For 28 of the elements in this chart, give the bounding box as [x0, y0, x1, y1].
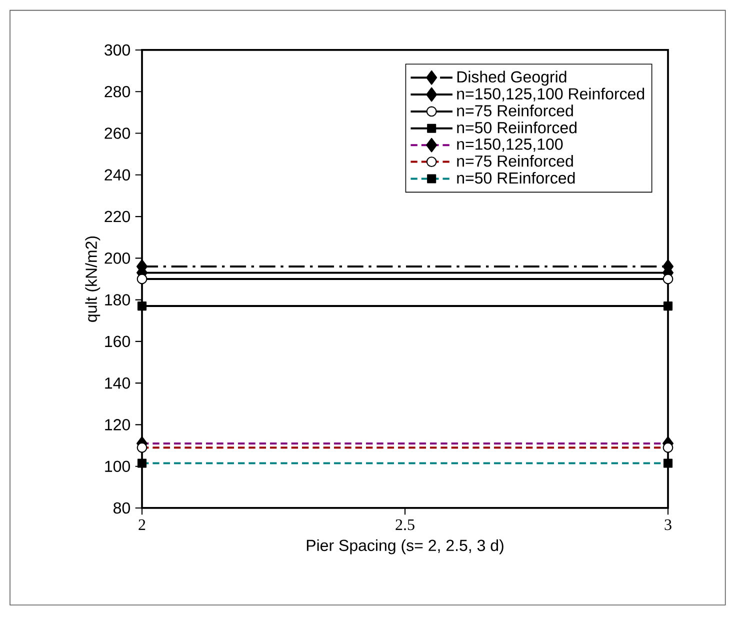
- legend-label: n=150,125,100: [457, 138, 563, 152]
- y-tick-label: 180: [105, 294, 130, 306]
- legend-label: n=75 Reinforced: [457, 155, 573, 167]
- y-tick-label: 120: [105, 419, 130, 430]
- y-axis-title: qult (kN/m2): [85, 236, 100, 322]
- y-tick-label: 300: [104, 44, 130, 56]
- y-tick-label: 200: [104, 252, 130, 264]
- y-tick-label: 80: [114, 502, 130, 514]
- legend-label: n=150,125,100 Reinforced: [457, 88, 644, 102]
- x-axis-title: Pier Spacing (s= 2, 2.5, 3 d): [306, 539, 504, 554]
- x-tick-label: 3: [664, 519, 672, 530]
- legend-label: Dished Geogrid: [457, 70, 566, 86]
- legend-label: n=50 REinforced: [457, 172, 575, 184]
- y-tick-label: 160: [105, 336, 130, 348]
- point: [136, 274, 148, 284]
- y-tick-label: 280: [104, 86, 130, 98]
- y-tick-label: 240: [104, 169, 130, 181]
- x-tick-label: 2.5: [396, 519, 414, 530]
- y-tick-label: 220: [104, 210, 130, 222]
- point: [662, 274, 674, 284]
- x-tick-label: 2: [138, 519, 146, 530]
- point: [663, 302, 673, 311]
- y-tick-label: 140: [105, 377, 130, 389]
- point: [137, 302, 147, 311]
- y-tick-label: 260: [104, 128, 130, 139]
- y-tick-label: 100: [105, 460, 130, 472]
- legend-label: n=75 Reinforced: [457, 104, 573, 116]
- legend-label: n=50 Reiinforced: [457, 122, 576, 134]
